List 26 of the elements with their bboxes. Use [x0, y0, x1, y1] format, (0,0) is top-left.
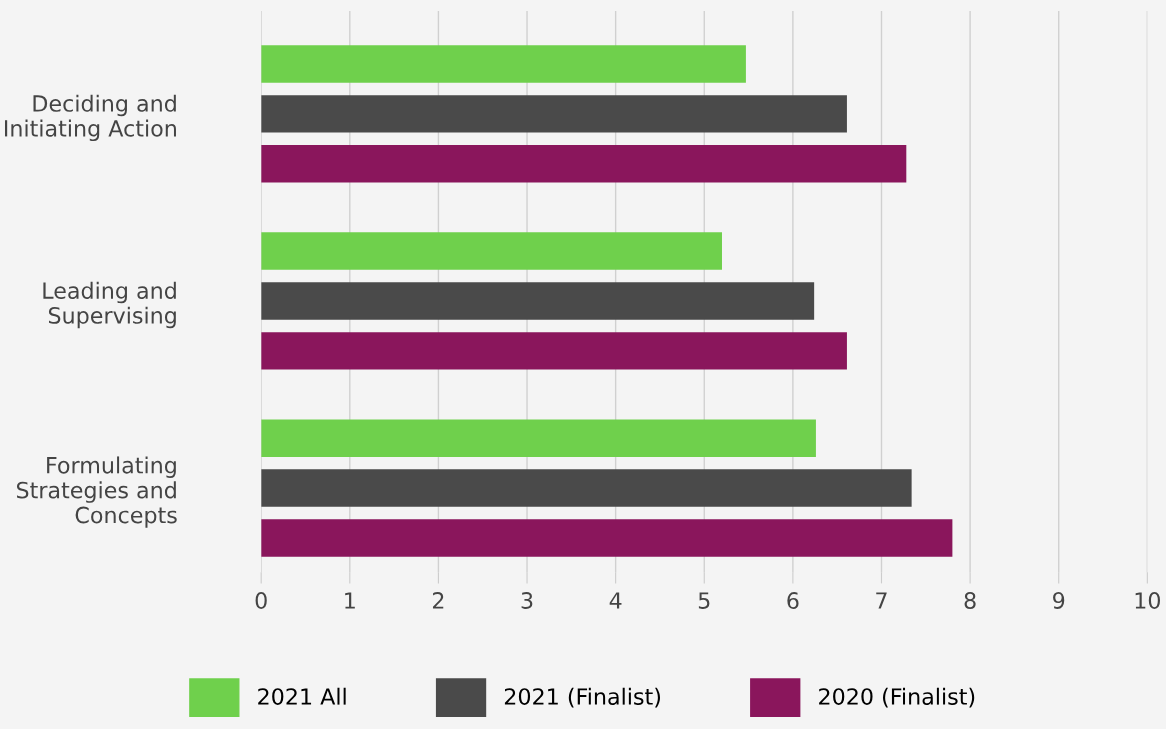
bar: [261, 519, 953, 557]
bar: [261, 45, 746, 83]
legend-label: 2021 (Finalist): [504, 687, 661, 708]
y-tick-label: Formulating Strategies and Concepts: [16, 456, 177, 528]
y-tick-label: Leading and Supervising: [43, 281, 176, 329]
x-tick-label: 4: [609, 592, 622, 609]
bar: [261, 419, 816, 457]
bar: [261, 282, 815, 320]
x-tick-label: 9: [1053, 592, 1065, 609]
x-tick-label: 6: [787, 592, 799, 609]
bar: [261, 145, 907, 183]
bar: [261, 95, 847, 133]
x-tick-label: 8: [964, 592, 976, 609]
x-tick-label: 10: [1135, 592, 1161, 609]
x-tick-label: 2: [432, 592, 444, 609]
x-tick-label: 5: [698, 592, 710, 609]
x-tick-label: 1: [345, 592, 355, 609]
y-tick-label: Deciding and Initiating Action: [4, 94, 176, 142]
legend-label: 2021 All: [258, 687, 346, 705]
bar: [261, 332, 847, 370]
bar: [261, 232, 722, 270]
x-tick-label: 3: [521, 592, 533, 609]
legend-label: 2020 (Finalist): [819, 687, 975, 708]
x-tick-label: 7: [876, 592, 887, 609]
bar: [261, 469, 912, 507]
x-tick-label: 0: [255, 592, 267, 609]
